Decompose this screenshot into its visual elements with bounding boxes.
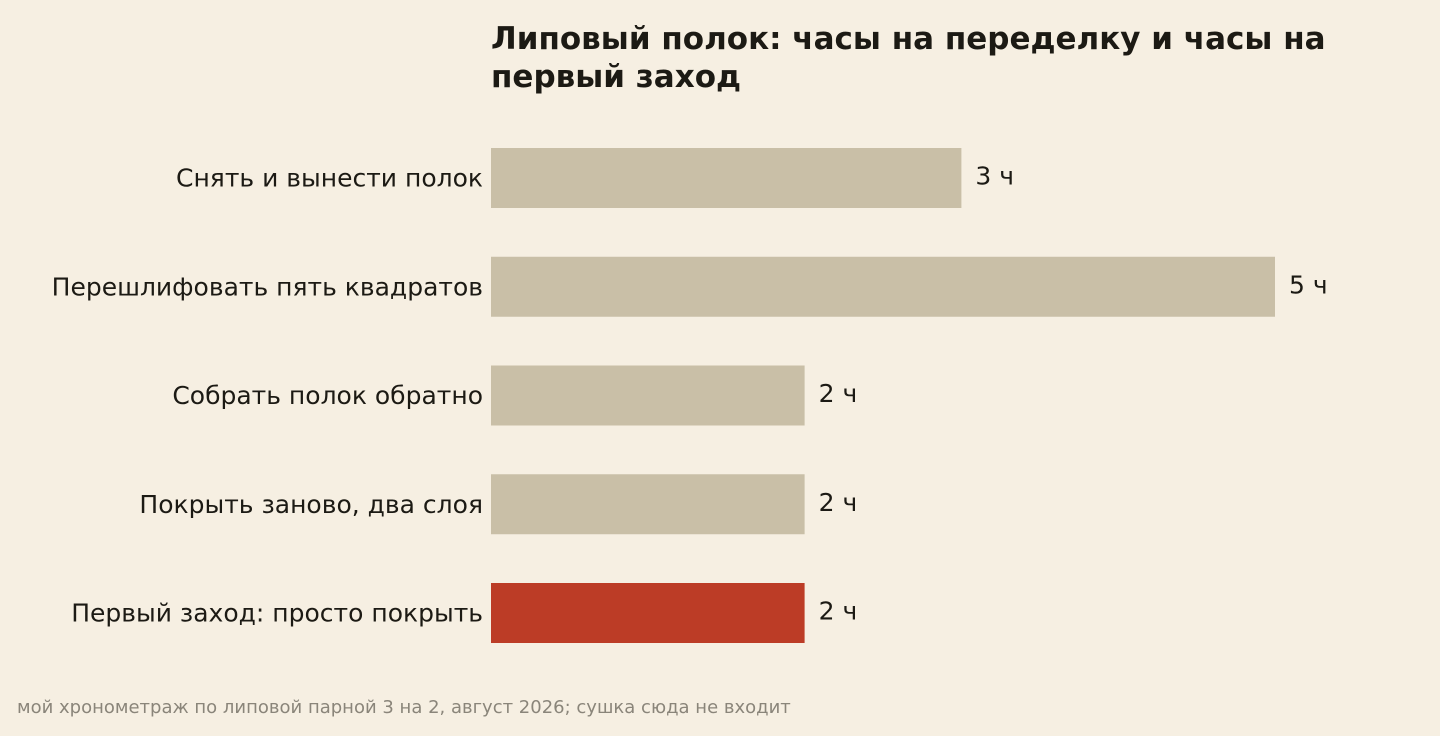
bar <box>491 474 805 535</box>
category-label: Перешлифовать пять квадратов <box>52 272 483 301</box>
chart-footnote: мой хронометраж по липовой парной 3 на 2… <box>17 697 791 718</box>
data-label: 5 ч <box>1289 270 1328 299</box>
category-label: Первый заход: просто покрыть <box>71 599 483 628</box>
chart-title: Липовый полок: часы на переделку и часы … <box>491 21 1326 95</box>
data-label: 2 ч <box>819 597 858 626</box>
data-label: 2 ч <box>819 488 858 517</box>
bar <box>491 583 805 643</box>
bar <box>491 365 805 426</box>
category-label: Собрать полок обратно <box>172 381 483 410</box>
bar <box>491 148 962 208</box>
category-label: Снять и вынести полок <box>176 164 483 193</box>
bar <box>491 256 1275 317</box>
data-label: 2 ч <box>819 379 858 408</box>
data-label: 3 ч <box>975 162 1014 191</box>
category-label: Покрыть заново, два слоя <box>139 490 483 519</box>
